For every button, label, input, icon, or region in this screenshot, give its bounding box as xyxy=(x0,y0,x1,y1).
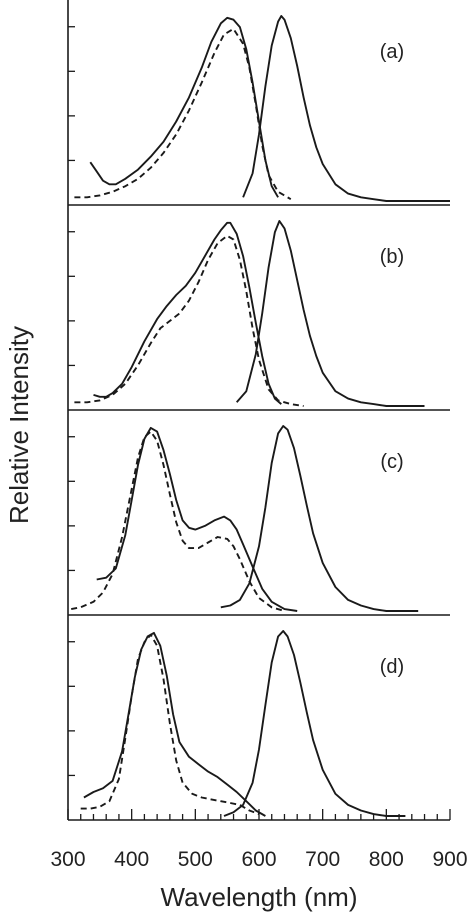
solid-series-line xyxy=(220,425,419,612)
solid-series-line xyxy=(242,15,450,202)
dashed-series-line xyxy=(71,430,285,612)
panel-label: (d) xyxy=(380,656,404,678)
dashed-series-line xyxy=(74,234,304,407)
panels-group: (a) (b) (c) (d) xyxy=(67,0,450,821)
solid-series-line xyxy=(235,220,425,407)
x-axis-title: Wavelength (nm) xyxy=(161,882,358,912)
x-tick-label: 500 xyxy=(178,848,213,871)
panel-label: (a) xyxy=(380,41,404,63)
x-axis: 300 400 500 600 700 800 900 xyxy=(50,809,468,871)
solid-series-line xyxy=(89,16,279,198)
panel-d: (d) xyxy=(67,615,450,821)
dashed-series-line xyxy=(80,633,260,815)
panel-c: (c) xyxy=(67,410,450,616)
solid-series-line xyxy=(83,631,266,817)
solid-series-line xyxy=(93,221,282,405)
solid-series-line xyxy=(96,426,298,612)
y-axis-title: Relative Intensity xyxy=(4,326,34,524)
panel-a: (a) xyxy=(67,0,450,206)
x-tick-label: 600 xyxy=(241,848,276,871)
x-tick-label: 400 xyxy=(114,848,149,871)
x-tick-label: 900 xyxy=(432,848,467,871)
x-tick-label: 700 xyxy=(305,848,340,871)
panel-label: (c) xyxy=(380,451,403,473)
panel-b: (b) xyxy=(67,205,450,411)
x-tick-label: 300 xyxy=(50,848,85,871)
panel-label: (b) xyxy=(380,246,404,268)
solid-series-line xyxy=(223,630,406,817)
x-tick-label: 800 xyxy=(369,848,404,871)
